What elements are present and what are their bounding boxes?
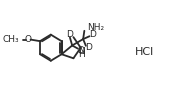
Text: H: H — [78, 50, 85, 59]
Text: D: D — [89, 30, 96, 39]
Text: D: D — [67, 30, 73, 39]
Text: O: O — [24, 35, 31, 44]
Text: D: D — [77, 46, 84, 55]
Text: HCl: HCl — [135, 47, 155, 57]
Text: CH₃: CH₃ — [3, 35, 19, 44]
Text: N: N — [78, 47, 85, 56]
Text: NH₂: NH₂ — [87, 23, 104, 32]
Text: D: D — [85, 43, 92, 52]
